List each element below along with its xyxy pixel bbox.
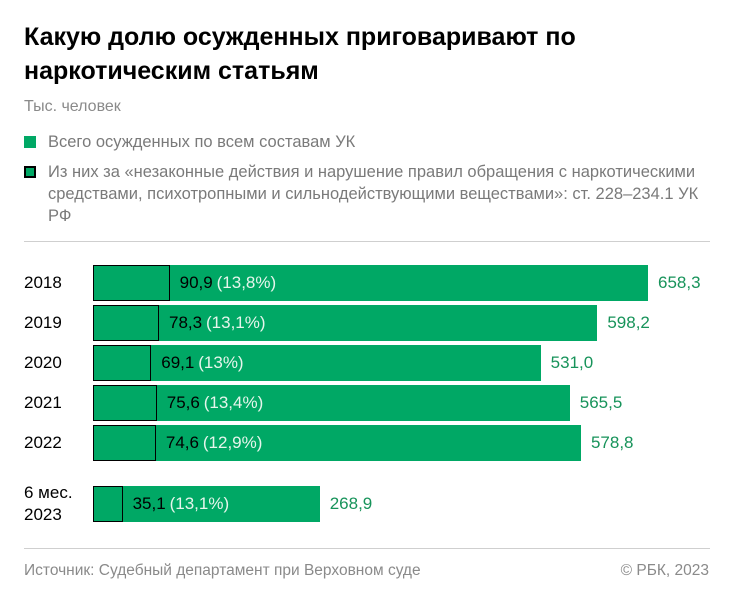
bar [93,305,598,341]
value-label: 75,6 [166,393,200,412]
bar [93,305,159,341]
bar [93,345,152,381]
bar [93,425,581,461]
chart-title: Какую долю осужденных приговаривают по н… [24,23,576,85]
subtitle: Тыс. человек [24,98,121,115]
value-label: 78,3 [169,313,203,332]
copyright: © РБК, 2023 [620,562,709,579]
value-label: 658,3 [658,273,701,292]
source: Источник: Судебный департамент при Верхо… [24,562,421,579]
bar [93,345,541,381]
y-tick-label: 6 мес. 2023 [24,483,73,524]
legend-label: Из них за «незаконные действия и нарушен… [48,163,699,225]
y-tick-label: 2019 [24,313,62,332]
legend-swatch [24,136,36,148]
value-label: 35,1 [132,494,166,513]
separator [24,241,710,242]
share-label: (12,9%) [202,433,263,452]
share-label: (13%) [198,353,244,372]
share-label: (13,1%) [206,313,266,332]
share-label: (13,8%) [216,273,277,292]
value-label: 565,5 [579,393,623,412]
bar [93,265,170,301]
value-label: 578,8 [590,433,634,452]
bar [93,385,157,421]
y-tick-label: 2021 [24,393,62,412]
legend-swatch [24,166,36,178]
value-label: 74,6 [165,433,199,452]
legend-item: Всего осужденных по всем составам УК [24,131,708,153]
y-tick-label: 2022 [24,433,62,452]
value-label: 69,1 [161,353,195,372]
share-label: (13,1%) [169,494,230,513]
value-label: 90,9 [179,273,213,292]
bar [93,265,648,301]
value-label: 531,0 [550,353,594,372]
bar [93,486,123,522]
separator [24,548,710,549]
bar [93,425,156,461]
value-label: 268,9 [329,494,373,513]
y-tick-label: 2018 [24,273,62,292]
y-tick-label: 2020 [24,353,62,372]
legend-label: Всего осужденных по всем составам УК [48,133,356,151]
value-label: 598,2 [607,313,650,332]
share-label: (13,4%) [203,393,264,412]
legend-item: Из них за «незаконные действия и нарушен… [24,161,708,227]
bar [93,486,320,522]
bar [93,385,570,421]
